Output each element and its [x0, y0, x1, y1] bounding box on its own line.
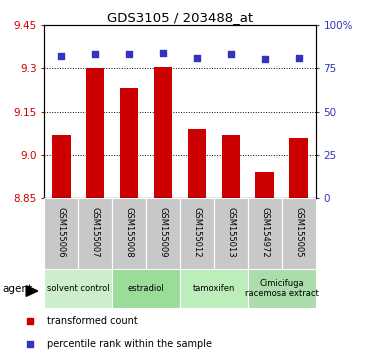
Text: GSM155006: GSM155006 [57, 207, 66, 258]
Text: GSM155008: GSM155008 [125, 207, 134, 258]
Bar [248, 198, 282, 269]
Bar [187, 129, 206, 198]
Bar [214, 198, 248, 269]
Text: GSM154972: GSM154972 [260, 207, 269, 258]
Bar [146, 198, 180, 269]
Text: solvent control: solvent control [47, 284, 109, 293]
Bar [221, 135, 240, 198]
Bar [290, 137, 308, 198]
Point [92, 51, 98, 57]
Text: percentile rank within the sample: percentile rank within the sample [47, 339, 212, 349]
Text: GSM155012: GSM155012 [192, 207, 201, 257]
Bar [78, 198, 112, 269]
Text: tamoxifen: tamoxifen [193, 284, 235, 293]
Text: GSM155007: GSM155007 [90, 207, 100, 258]
Point [194, 55, 200, 61]
Text: GSM155009: GSM155009 [159, 207, 167, 257]
Point [262, 57, 268, 62]
Text: estradiol: estradiol [128, 284, 164, 293]
Text: GSM155005: GSM155005 [294, 207, 303, 257]
Point [27, 318, 33, 324]
Point [228, 51, 234, 57]
Text: Cimicifuga
racemosa extract: Cimicifuga racemosa extract [245, 279, 319, 298]
Bar [154, 67, 172, 198]
Polygon shape [26, 286, 38, 296]
Bar [44, 198, 78, 269]
Bar [52, 135, 70, 198]
Bar [282, 198, 316, 269]
Bar [44, 269, 112, 308]
Bar [112, 269, 180, 308]
Text: transformed count: transformed count [47, 316, 138, 326]
Point [58, 53, 64, 59]
Bar [248, 269, 316, 308]
Bar [112, 198, 146, 269]
Point [160, 50, 166, 55]
Bar [86, 68, 104, 198]
Point [296, 55, 302, 61]
Point [126, 51, 132, 57]
Bar [120, 88, 139, 198]
Text: GSM155013: GSM155013 [226, 207, 235, 258]
Text: agent: agent [2, 284, 32, 293]
Point [27, 341, 33, 347]
Bar [180, 269, 248, 308]
Bar [180, 198, 214, 269]
Title: GDS3105 / 203488_at: GDS3105 / 203488_at [107, 11, 253, 24]
Bar [256, 172, 274, 198]
